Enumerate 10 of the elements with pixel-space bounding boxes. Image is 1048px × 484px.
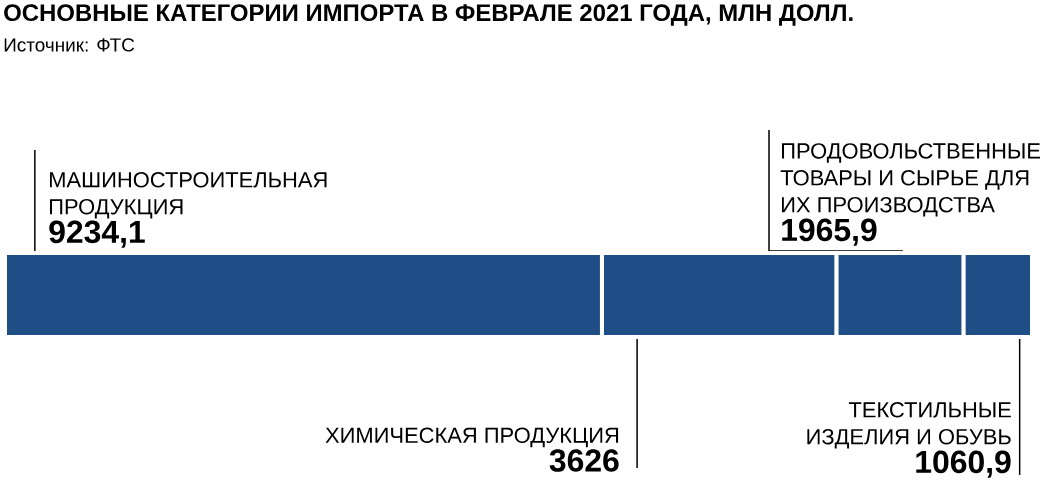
text: ПРОДОВОЛЬСТВЕННЫЕ ТОВАРЫ И СЫРЬЕ ДЛЯ ИХ ПРОИЗВОДСТВА bbox=[780, 143, 1041, 217]
series-label: МАШИНОСТРОИТЕЛЬНАЯ ПРОДУКЦИЯ bbox=[49, 172, 327, 219]
data-label: 9234,1 bbox=[49, 220, 145, 248]
chart-title: ОСНОВНЫЕ КАТЕГОРИИ ИМПОРТА В ФЕВРАЛЕ 2021 ГОДА, МЛН ДОЛЛ. bbox=[4, 4, 853, 26]
data-label: 1060,9 bbox=[916, 450, 1011, 478]
text: Источник: ФТС bbox=[4, 38, 135, 52]
text: ХИМИЧЕСКАЯ ПРОДУКЦИЯ bbox=[325, 427, 619, 448]
data-label: 3626 bbox=[549, 449, 619, 472]
text: ТЕКСТИЛЬНЫЕ ИЗДЕЛИЯ И ОБУВЬ bbox=[807, 402, 1011, 449]
data-label: 1965,9 bbox=[782, 218, 877, 246]
